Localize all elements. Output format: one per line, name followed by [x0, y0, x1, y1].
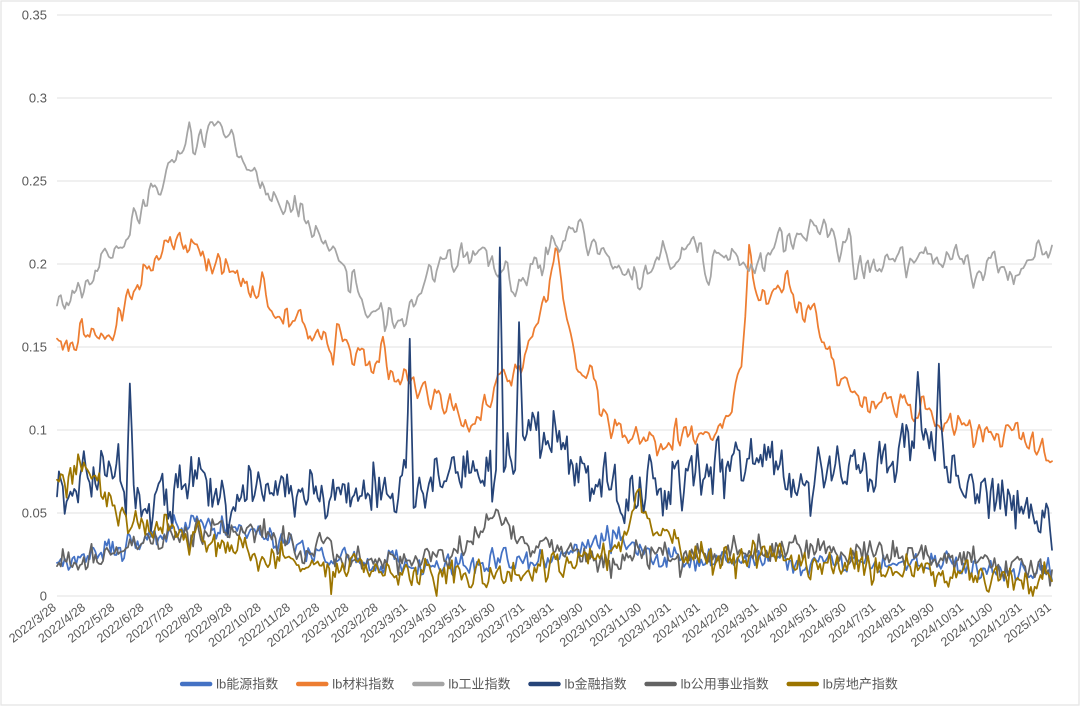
- svg-text:0: 0: [40, 589, 47, 604]
- svg-text:0.1: 0.1: [29, 423, 47, 438]
- svg-text:lb能源指数: lb能源指数: [216, 677, 278, 692]
- svg-text:lb材料指数: lb材料指数: [332, 677, 394, 692]
- svg-text:lb金融指数: lb金融指数: [565, 677, 627, 692]
- svg-text:0.35: 0.35: [22, 8, 47, 23]
- svg-text:0.2: 0.2: [29, 257, 47, 272]
- svg-text:0.25: 0.25: [22, 174, 47, 189]
- svg-text:0.05: 0.05: [22, 506, 47, 521]
- svg-text:lb公用事业指数: lb公用事业指数: [681, 677, 769, 692]
- svg-text:lb房地产指数: lb房地产指数: [823, 677, 898, 692]
- svg-text:0.15: 0.15: [22, 340, 47, 355]
- svg-text:0.3: 0.3: [29, 91, 47, 106]
- svg-text:lb工业指数: lb工业指数: [448, 677, 510, 692]
